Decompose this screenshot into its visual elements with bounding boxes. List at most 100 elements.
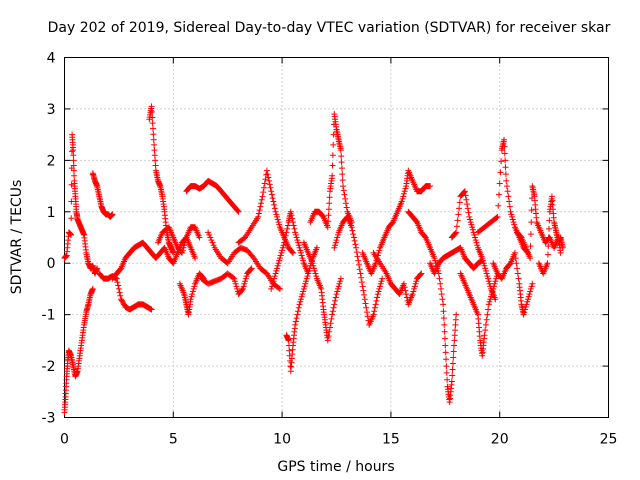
series-arc-aa (535, 193, 566, 277)
data-point (230, 274, 237, 281)
series-arc-n (283, 244, 320, 375)
data-point (481, 332, 488, 339)
data-point (511, 249, 518, 256)
series-arc-b (61, 131, 101, 277)
y-tick-label: 2 (47, 153, 56, 169)
data-point (479, 255, 486, 262)
data-point (326, 200, 333, 207)
data-point (492, 296, 499, 303)
data-point (358, 274, 365, 281)
data-point (276, 255, 283, 262)
data-point (417, 271, 424, 278)
data-point (305, 267, 312, 274)
data-point (398, 198, 405, 205)
data-point (152, 162, 159, 169)
data-point (329, 162, 336, 169)
data-point (289, 249, 296, 256)
data-point (413, 218, 420, 225)
data-point (292, 321, 299, 328)
data-point (300, 285, 307, 292)
data-point (276, 221, 283, 228)
data-point (480, 257, 487, 264)
data-point (207, 234, 214, 241)
data-point (485, 278, 492, 285)
data-point (482, 267, 489, 274)
data-point (242, 278, 249, 285)
data-point (289, 219, 296, 226)
data-point (289, 215, 296, 222)
data-point (255, 213, 262, 220)
data-point (375, 249, 382, 256)
data-point (231, 275, 238, 282)
data-point (311, 267, 318, 274)
data-point (527, 231, 534, 238)
data-point (275, 285, 282, 292)
data-point (324, 337, 331, 344)
data-point (274, 262, 281, 269)
data-point (311, 265, 318, 272)
data-point (116, 289, 123, 296)
data-point (370, 311, 377, 318)
data-point (68, 215, 75, 222)
data-point (497, 169, 504, 176)
data-point (260, 184, 267, 191)
data-point (440, 315, 447, 322)
data-point (463, 196, 470, 203)
data-point (151, 141, 158, 148)
series-arc-w (457, 270, 501, 359)
x-tick-label: 10 (273, 432, 291, 448)
data-point (481, 262, 488, 269)
y-tick-label: 4 (47, 51, 56, 67)
data-point (490, 283, 497, 290)
data-point (488, 291, 495, 298)
data-point (239, 285, 246, 292)
data-point (461, 188, 468, 195)
data-point (350, 231, 357, 238)
data-point (351, 237, 358, 244)
data-point (179, 249, 186, 256)
data-point (330, 304, 337, 311)
data-point (343, 204, 350, 211)
data-point (148, 103, 155, 110)
data-point (283, 229, 290, 236)
data-point (248, 265, 255, 272)
data-point (149, 125, 156, 132)
data-point (149, 114, 156, 121)
data-point (511, 221, 518, 228)
data-point (372, 301, 379, 308)
data-point (278, 249, 285, 256)
data-point (327, 320, 334, 327)
data-point (409, 291, 416, 298)
data-point (546, 217, 553, 224)
data-point (319, 213, 326, 220)
y-axis-label: SDTVAR / TECUs (9, 180, 25, 295)
data-point (271, 205, 278, 212)
data-point (449, 360, 456, 367)
data-point (270, 198, 277, 205)
data-point (486, 298, 493, 305)
data-point (269, 280, 276, 287)
data-point (239, 286, 246, 293)
data-point (480, 260, 487, 267)
data-point (452, 230, 459, 237)
data-point (265, 174, 272, 181)
data-point (325, 218, 332, 225)
data-point (485, 275, 492, 282)
data-point (196, 234, 203, 241)
data-point (462, 192, 469, 199)
data-point (525, 293, 532, 300)
data-point (411, 283, 418, 290)
data-point (117, 266, 124, 273)
series-arc-a (61, 285, 96, 416)
data-point (189, 288, 196, 295)
data-point (546, 225, 553, 232)
data-point (148, 306, 155, 313)
data-point (289, 249, 296, 256)
data-point (329, 172, 336, 179)
data-point (302, 280, 309, 287)
data-point (464, 205, 471, 212)
data-point (292, 318, 299, 325)
series-arc-j (198, 265, 255, 298)
data-point (310, 262, 317, 269)
series-arc-m (268, 208, 312, 292)
